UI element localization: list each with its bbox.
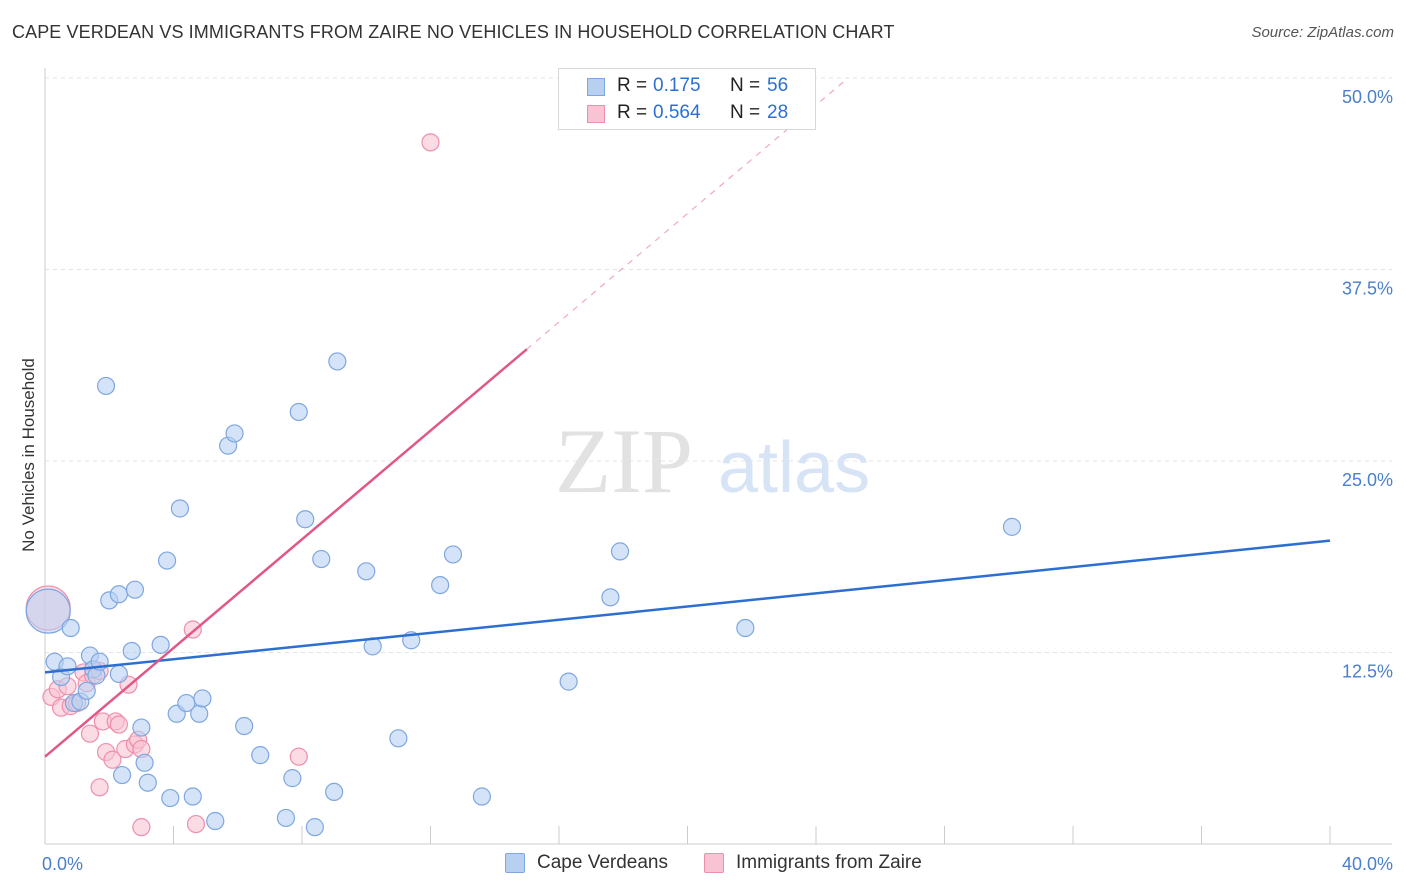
chart-title: CAPE VERDEAN VS IMMIGRANTS FROM ZAIRE NO…: [12, 22, 895, 42]
watermark: ZIP atlas: [555, 410, 870, 512]
legend-r-value: 0.564: [653, 102, 701, 123]
zaire-point: [109, 715, 128, 734]
watermark-zip: ZIP: [555, 410, 693, 512]
cape-verdean-point: [190, 704, 209, 723]
cape-verdean-point: [235, 716, 254, 736]
cape-verdean-point: [61, 618, 80, 638]
legend-r-label: R =: [617, 102, 648, 123]
cape-verdean-point: [132, 718, 151, 737]
zaire-point: [103, 750, 122, 769]
x-tick-label: 0.0%: [42, 854, 83, 874]
cape-verdean-point: [251, 746, 270, 765]
cape-verdean-point: [325, 782, 344, 802]
cape-verdean-point: [96, 376, 116, 396]
cape-verdean-point: [431, 575, 450, 595]
y-tick-label: 25.0%: [1342, 470, 1393, 490]
legend-n-value: 56: [767, 75, 789, 96]
legend-r-value: 0.175: [653, 75, 701, 96]
cape-verdean-point: [328, 352, 347, 371]
bottom-legend-swatch-pink: [704, 853, 724, 873]
cape-verdean-point: [305, 818, 324, 837]
legend-r-label: R =: [617, 75, 648, 96]
cape-verdean-point: [183, 787, 202, 806]
zaire-point: [421, 133, 440, 152]
cape-verdean-point: [472, 787, 491, 806]
cape-verdean-point: [610, 542, 630, 561]
legend-box: R = 0.175 N = 56 R = 0.564 N = 28: [558, 68, 816, 130]
cape-verdean-point: [122, 641, 141, 661]
cape-verdean-point: [283, 769, 302, 788]
cape-verdean-point: [58, 657, 77, 676]
zaire-trend-line: [44, 348, 528, 758]
y-tick-label: 37.5%: [1342, 279, 1393, 299]
source-label: Source: ZipAtlas.com: [1251, 24, 1394, 41]
cape-verdean-point: [109, 585, 128, 604]
watermark-atlas: atlas: [718, 428, 870, 508]
cape-verdean-point: [138, 773, 157, 792]
cape-verdean-point: [206, 811, 225, 831]
cape-verdean-point: [112, 765, 132, 785]
zaire-point: [90, 778, 109, 797]
cape-verdean-point: [1002, 517, 1022, 536]
cape-verdean-point: [125, 580, 145, 599]
legend-n-label: N =: [730, 75, 761, 96]
cape-verdeans-trend-line: [44, 539, 1331, 674]
y-tick-labels: 12.5% 25.0% 37.5% 50.0%: [1342, 87, 1393, 682]
cape-verdean-point: [225, 424, 244, 443]
cape-verdean-point: [151, 635, 170, 654]
zaire-point: [80, 724, 100, 743]
y-axis-label: No Vehicles in Household: [19, 358, 38, 552]
cape-verdean-point: [276, 808, 296, 828]
bottom-legend-label: Cape Verdeans: [537, 852, 668, 873]
axes: [44, 68, 1392, 845]
cape-verdean-point: [357, 562, 376, 581]
legend-n-label: N =: [730, 102, 761, 123]
cape-verdean-point: [77, 681, 96, 700]
bottom-legend-label: Immigrants from Zaire: [736, 852, 922, 873]
cape-verdean-point: [559, 672, 578, 691]
cape-verdean-point: [109, 664, 128, 684]
cape-verdean-point: [289, 402, 308, 422]
zaire-point: [289, 747, 308, 766]
legend-n-value: 28: [767, 102, 789, 123]
cape-verdean-point: [443, 545, 463, 564]
cape-verdean-point: [389, 729, 408, 748]
y-tick-label: 12.5%: [1342, 662, 1393, 682]
cape-verdean-point: [601, 588, 620, 607]
cape-verdean-point: [170, 499, 190, 518]
zaire-point: [132, 818, 151, 837]
legend-swatch-pink: [587, 105, 605, 123]
cape-verdean-point: [296, 510, 315, 529]
cape-verdean-point: [312, 549, 331, 569]
cape-verdean-point: [25, 588, 71, 634]
cape-verdean-point: [161, 788, 180, 808]
legend-swatch-blue: [587, 78, 605, 96]
series-cape-verdeans-points: [25, 352, 1022, 837]
y-tick-label: 50.0%: [1342, 87, 1393, 107]
bottom-legend-swatch-blue: [505, 853, 525, 873]
cape-verdean-point: [157, 551, 177, 570]
cape-verdean-point: [135, 753, 154, 772]
x-tick-labels: 0.0% 40.0%: [42, 854, 1393, 874]
zaire-point: [186, 814, 206, 834]
gridlines: [45, 77, 1392, 653]
x-tick-label: 40.0%: [1342, 854, 1393, 874]
series-zaire-points: [25, 133, 440, 837]
cape-verdean-point: [736, 618, 755, 638]
cape-verdean-point: [193, 689, 212, 708]
